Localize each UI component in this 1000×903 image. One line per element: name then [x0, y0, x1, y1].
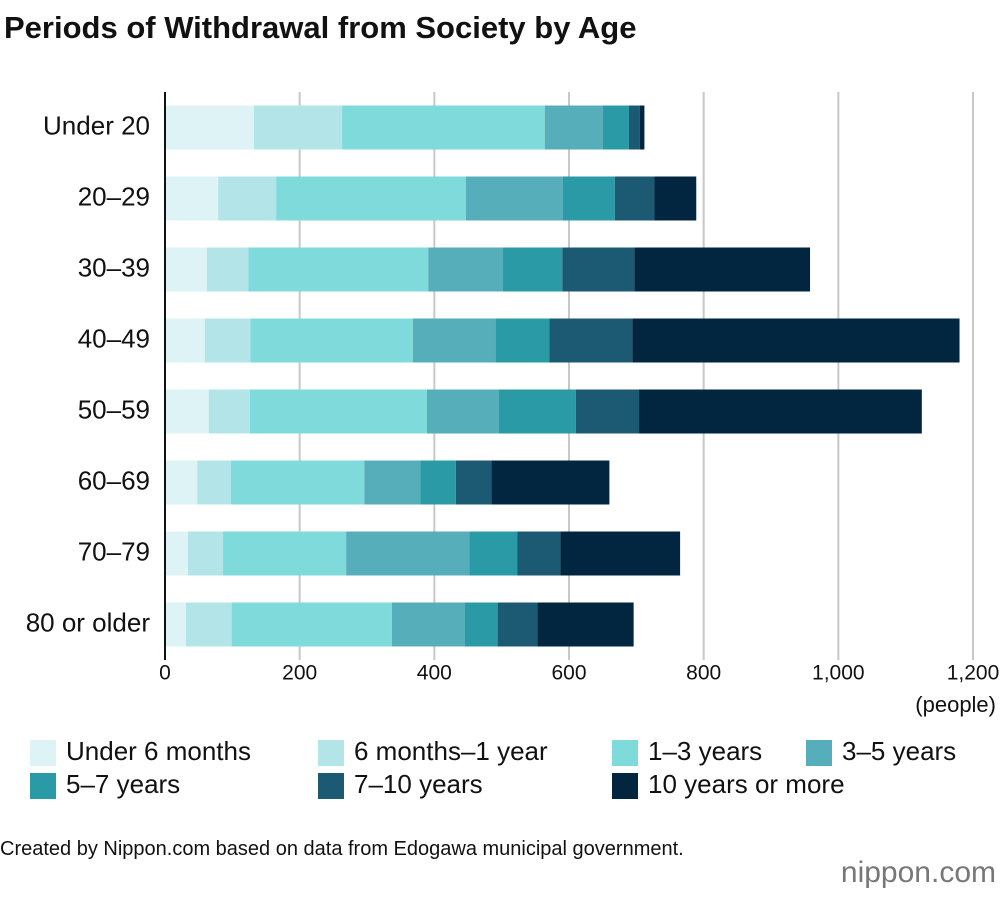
bar-segment [495, 318, 550, 363]
bar-segment [420, 460, 456, 505]
bar-segment [632, 318, 960, 363]
source-box: Created by Nippon.com based on data from… [0, 838, 684, 860]
y-tick-label: 60–69 [78, 465, 150, 495]
bar-segment [218, 176, 277, 221]
x-tick-label: 1,200 [947, 662, 1000, 685]
legend-label: 1–3 years [648, 736, 762, 766]
bar-segment [491, 460, 610, 505]
bar-segment [544, 105, 603, 150]
y-tick-label: 20–29 [78, 181, 150, 211]
bar-segment [165, 105, 254, 150]
bar-segment [208, 389, 250, 434]
x-tick-label: 600 [551, 662, 586, 685]
bar-segment [165, 460, 198, 505]
x-tick-label: 0 [159, 662, 171, 685]
logo: nippon.com [841, 856, 996, 889]
legend-label: 5–7 years [66, 769, 180, 799]
legend-swatch [612, 740, 638, 766]
bar-segment [165, 247, 207, 292]
bar-segment [276, 176, 466, 221]
bar-segment [654, 176, 697, 221]
bar-segment [426, 389, 499, 434]
legend-swatch [612, 773, 638, 799]
legend-label: 3–5 years [842, 736, 956, 766]
y-tick-label: Under 20 [43, 110, 150, 140]
bar-segment [503, 247, 563, 292]
bar-segment [197, 460, 231, 505]
bar-segment [187, 531, 223, 576]
legend-swatch [806, 740, 832, 766]
bar-segment [614, 176, 655, 221]
legend-swatch [30, 740, 56, 766]
legend-swatch [30, 773, 56, 799]
bar-segment [346, 531, 470, 576]
bar-segment [537, 602, 634, 647]
bar-segment [628, 105, 640, 150]
y-tick-label: 70–79 [78, 536, 150, 566]
bar-segment [498, 389, 576, 434]
bar-segment [639, 389, 922, 434]
y-tick-label: 30–39 [78, 252, 150, 282]
y-tick-label: 80 or older [26, 607, 151, 637]
bar-segment [465, 176, 563, 221]
bar-segment [469, 531, 518, 576]
bar-segment [165, 389, 209, 434]
legend-swatch [318, 740, 344, 766]
source: Created by Nippon.com based on data from… [0, 838, 684, 860]
bar-segment [250, 318, 413, 363]
bar-segment [549, 318, 633, 363]
bar-segment [602, 105, 629, 150]
x-unit: (people) [915, 692, 996, 717]
bar-segment [464, 602, 498, 647]
bar-segment [560, 531, 681, 576]
x-tick-label: 200 [282, 662, 317, 685]
chart-title: Periods of Withdrawal from Society by Ag… [4, 10, 636, 45]
legend-label: 10 years or more [648, 769, 845, 799]
bar-segment [391, 602, 465, 647]
bar-segment [639, 105, 645, 150]
y-tick-label: 50–59 [78, 394, 150, 424]
bar-segment [412, 318, 496, 363]
bar-segment [428, 247, 504, 292]
bar-segment [165, 318, 205, 363]
y-tick-label: 40–49 [78, 323, 150, 353]
bar-segment [230, 460, 365, 505]
x-tick-label: 1,000 [812, 662, 865, 685]
bar-segment [634, 247, 811, 292]
legend-label: 6 months–1 year [354, 736, 548, 766]
bar-segment [497, 602, 538, 647]
bar-segment [248, 247, 429, 292]
bar-segment [253, 105, 343, 150]
bar-segment [364, 460, 421, 505]
x-tick-label: 800 [686, 662, 721, 685]
legend-label: Under 6 months [66, 736, 251, 766]
bar-segment [231, 602, 392, 647]
legend-swatch [318, 773, 344, 799]
bar-segment [206, 247, 249, 292]
bar-segment [455, 460, 492, 505]
bar-segment [204, 318, 251, 363]
legend-label: 7–10 years [354, 769, 483, 799]
bar-segment [165, 531, 188, 576]
bar-segment [185, 602, 232, 647]
bar-segment [575, 389, 640, 434]
bar-segment [342, 105, 545, 150]
x-tick-label: 400 [417, 662, 452, 685]
bar-segment [165, 176, 219, 221]
bar-segment [249, 389, 427, 434]
bar-segment [222, 531, 347, 576]
bar-segment [562, 247, 635, 292]
bar-segment [517, 531, 561, 576]
bar-segment [165, 602, 186, 647]
bar-segment [562, 176, 615, 221]
